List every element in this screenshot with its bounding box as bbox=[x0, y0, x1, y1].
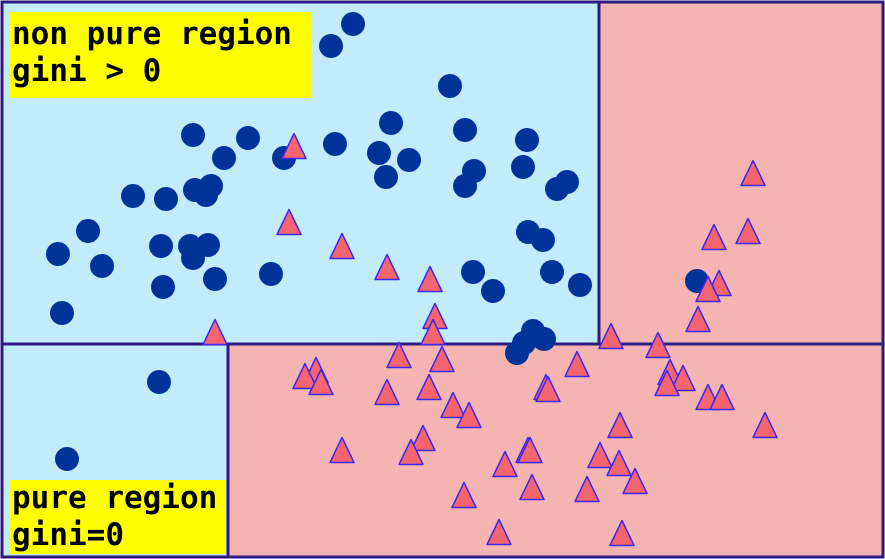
triangle-point bbox=[519, 473, 545, 501]
triangle-point bbox=[456, 401, 482, 429]
circle-point bbox=[505, 341, 529, 365]
circle-point bbox=[531, 228, 555, 252]
triangle-point bbox=[386, 341, 412, 369]
circle-point bbox=[540, 260, 564, 284]
triangle-point bbox=[606, 449, 632, 477]
circle-point bbox=[397, 148, 421, 172]
triangle-point bbox=[429, 345, 455, 373]
triangle-point bbox=[416, 373, 442, 401]
triangle-point bbox=[574, 475, 600, 503]
circle-point bbox=[259, 262, 283, 286]
triangle-point bbox=[374, 253, 400, 281]
triangle-point bbox=[440, 391, 466, 419]
circle-point bbox=[374, 165, 398, 189]
triangle-point bbox=[410, 424, 436, 452]
triangle-point bbox=[587, 441, 613, 469]
region-top-right bbox=[599, 2, 883, 344]
triangle-point bbox=[276, 208, 302, 236]
pure-region-label: pure region gini=0 bbox=[10, 480, 226, 554]
non-pure-gini-text: gini > 0 bbox=[12, 53, 162, 89]
region-bottom-right bbox=[228, 344, 883, 557]
non-pure-region-label: non pure region gini > 0 bbox=[10, 12, 311, 98]
triangle-point bbox=[492, 450, 518, 478]
circle-point bbox=[236, 126, 260, 150]
triangle-point bbox=[374, 378, 400, 406]
circle-point bbox=[203, 267, 227, 291]
triangle-point bbox=[329, 232, 355, 260]
circle-point bbox=[121, 184, 145, 208]
circle-point bbox=[76, 219, 100, 243]
circle-point bbox=[212, 146, 236, 170]
triangle-point bbox=[281, 132, 307, 160]
triangle-point bbox=[202, 318, 228, 346]
triangle-point bbox=[709, 383, 735, 411]
circle-point bbox=[555, 170, 579, 194]
triangle-point bbox=[622, 467, 648, 495]
triangle-point bbox=[607, 411, 633, 439]
circle-point bbox=[154, 187, 178, 211]
circle-point bbox=[515, 128, 539, 152]
triangle-point bbox=[486, 518, 512, 546]
circle-point bbox=[151, 275, 175, 299]
pure-region-title: pure region bbox=[12, 480, 218, 516]
triangle-point bbox=[752, 411, 778, 439]
circle-point bbox=[149, 234, 173, 258]
circle-point bbox=[319, 34, 343, 58]
triangle-point bbox=[654, 369, 680, 397]
circle-point bbox=[55, 447, 79, 471]
triangle-point bbox=[517, 436, 543, 464]
circle-point bbox=[453, 118, 477, 142]
triangle-point bbox=[598, 322, 624, 350]
triangle-point bbox=[308, 368, 334, 396]
circle-point bbox=[50, 301, 74, 325]
triangle-point bbox=[685, 305, 711, 333]
triangle-point bbox=[417, 265, 443, 293]
circle-point bbox=[532, 327, 556, 351]
circle-point bbox=[568, 273, 592, 297]
circle-point bbox=[178, 234, 202, 258]
circle-point bbox=[323, 132, 347, 156]
triangle-point bbox=[292, 362, 318, 390]
non-pure-region-title: non pure region bbox=[12, 16, 292, 52]
triangle-point bbox=[740, 159, 766, 187]
triangle-point bbox=[329, 436, 355, 464]
triangle-point bbox=[535, 375, 561, 403]
circle-point bbox=[438, 74, 462, 98]
triangle-point bbox=[670, 364, 696, 392]
triangle-point bbox=[695, 275, 721, 303]
triangle-point bbox=[564, 350, 590, 378]
circle-point bbox=[46, 242, 70, 266]
circle-point bbox=[341, 12, 365, 36]
triangle-point bbox=[645, 331, 671, 359]
circle-point bbox=[147, 370, 171, 394]
triangle-point bbox=[451, 481, 477, 509]
pure-gini-text: gini=0 bbox=[12, 517, 124, 553]
circle-point bbox=[194, 183, 218, 207]
circle-point bbox=[461, 260, 485, 284]
circle-point bbox=[196, 233, 220, 257]
triangle-point bbox=[701, 223, 727, 251]
circle-point bbox=[379, 111, 403, 135]
circle-point bbox=[90, 254, 114, 278]
circle-point bbox=[367, 141, 391, 165]
triangle-point bbox=[398, 438, 424, 466]
circle-point bbox=[511, 155, 535, 179]
triangle-point bbox=[609, 519, 635, 547]
circle-point bbox=[453, 174, 477, 198]
circle-point bbox=[481, 279, 505, 303]
triangle-point bbox=[735, 217, 761, 245]
triangle-point bbox=[420, 318, 446, 346]
circle-point bbox=[181, 123, 205, 147]
